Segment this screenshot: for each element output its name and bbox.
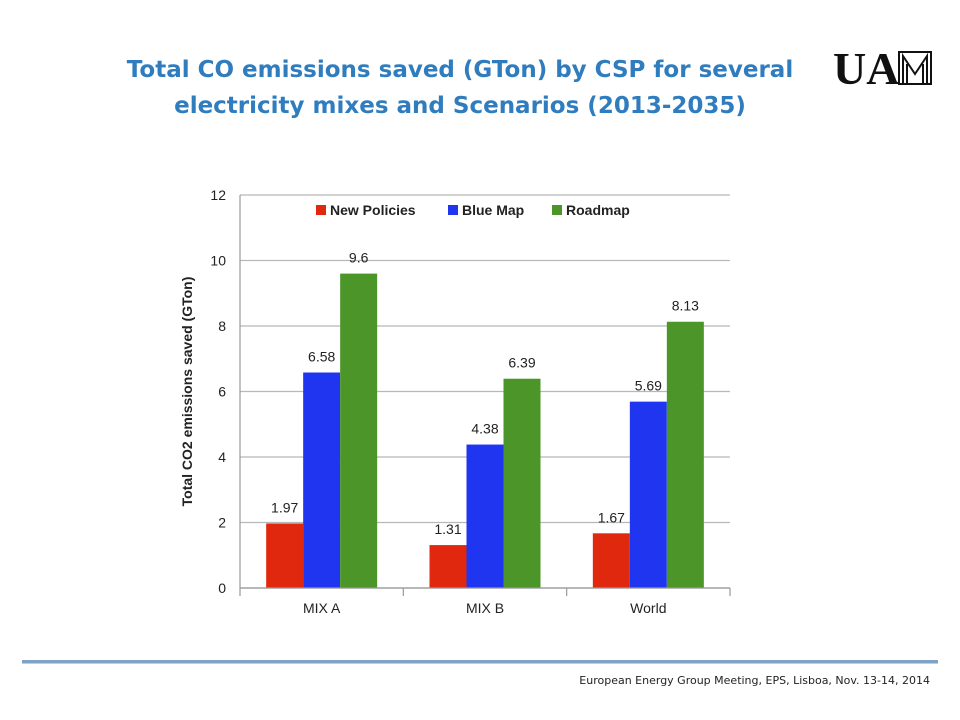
y-tick-label: 8	[218, 318, 226, 334]
x-tick-label: MIX A	[303, 600, 341, 616]
bar	[429, 545, 467, 588]
bar	[340, 273, 378, 588]
x-tick-label: World	[630, 600, 666, 616]
chart: 0 2 4 6 8 10 12 Total CO2 emissions saved (GTon…	[170, 180, 750, 620]
data-label: 1.31	[434, 521, 461, 537]
slide-title-line-2: electricity mixes and Scenarios (2013-20…	[174, 93, 746, 119]
legend-swatch	[448, 205, 458, 215]
data-label: 9.6	[349, 250, 369, 266]
legend-label: Blue Map	[462, 202, 524, 218]
slide-title-line-1: Total CO emissions saved (GTon) by CSP f…	[126, 57, 794, 83]
footer-text: European Energy Group Meeting, EPS, Lisb…	[579, 674, 930, 687]
data-label: 6.58	[308, 349, 335, 365]
bar	[303, 372, 341, 588]
data-label: 5.69	[635, 378, 662, 394]
x-tick-label: MIX B	[466, 600, 504, 616]
y-tick-label: 10	[210, 253, 226, 269]
uam-logo: UA	[833, 44, 932, 90]
legend-label: Roadmap	[566, 202, 630, 218]
bar	[266, 523, 304, 588]
data-label: 1.67	[598, 509, 625, 525]
footer-divider	[22, 660, 938, 664]
bar	[629, 401, 667, 588]
bar	[466, 444, 504, 588]
bar	[592, 533, 630, 588]
uam-logo-text: UA	[833, 44, 899, 90]
data-label: 4.38	[471, 421, 498, 437]
data-label: 1.97	[271, 499, 298, 515]
y-tick-label: 0	[218, 580, 226, 596]
bar	[503, 378, 541, 588]
data-label: 6.39	[508, 355, 535, 371]
slide-title: Total CO emissions saved (GTon) by CSP f…	[60, 52, 860, 124]
y-axis-label: Total CO2 emissions saved (GTon)	[179, 277, 195, 507]
y-tick-label: 2	[218, 515, 226, 531]
y-tick-label: 6	[218, 384, 226, 400]
bar	[666, 321, 704, 588]
y-tick-label: 12	[210, 187, 226, 203]
uam-logo-mark	[898, 51, 932, 85]
legend-swatch	[316, 205, 326, 215]
bar-chart: 0 2 4 6 8 10 12 Total CO2 emissions saved (GTon…	[179, 187, 731, 616]
data-label: 8.13	[672, 298, 699, 314]
legend-label: New Policies	[330, 202, 416, 218]
y-tick-label: 4	[218, 449, 226, 465]
legend-swatch	[552, 205, 562, 215]
